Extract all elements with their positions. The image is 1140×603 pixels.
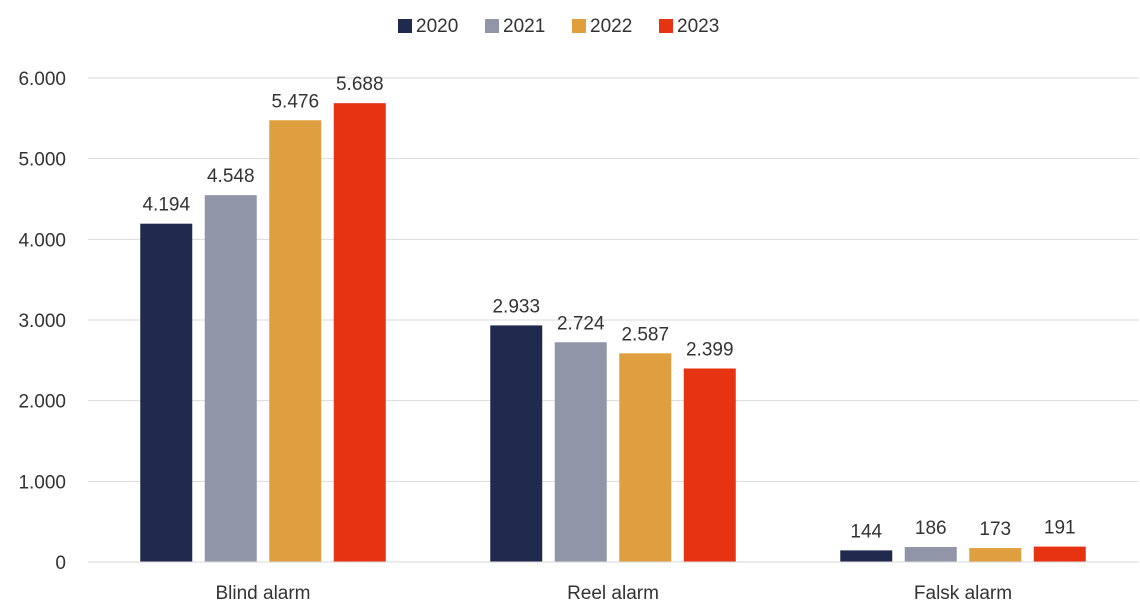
bar-2021-falsk-alarm xyxy=(904,546,957,562)
legend-label: 2023 xyxy=(677,16,719,37)
y-tick-label: 3.000 xyxy=(18,311,66,332)
data-label: 2.399 xyxy=(686,339,734,360)
bar-2020-reel-alarm xyxy=(490,325,543,562)
y-tick-label: 4.000 xyxy=(18,230,66,251)
data-label: 191 xyxy=(1044,518,1076,539)
data-label: 173 xyxy=(979,519,1011,540)
bar-2022-blind-alarm xyxy=(269,120,322,562)
data-label: 2.933 xyxy=(492,296,540,317)
data-label: 2.587 xyxy=(621,324,669,345)
bar-2022-reel-alarm xyxy=(619,353,672,562)
legend-label: 2021 xyxy=(503,16,545,37)
data-label: 5.688 xyxy=(336,74,384,95)
data-label: 186 xyxy=(915,518,947,539)
x-category-label: Blind alarm xyxy=(215,583,310,603)
data-label: 2.724 xyxy=(557,313,605,334)
data-label: 5.476 xyxy=(271,91,319,112)
x-category-label: Reel alarm xyxy=(567,583,659,603)
bar-2023-falsk-alarm xyxy=(1033,546,1086,562)
data-label: 144 xyxy=(850,521,882,542)
bar-2021-reel-alarm xyxy=(554,342,607,562)
bar-2020-falsk-alarm xyxy=(840,550,893,562)
data-label: 4.194 xyxy=(142,195,190,216)
bar-2023-blind-alarm xyxy=(333,103,386,562)
y-tick-label: 6.000 xyxy=(18,69,66,90)
data-label: 4.548 xyxy=(207,166,255,187)
bar-2023-reel-alarm xyxy=(683,368,736,562)
y-tick-label: 5.000 xyxy=(18,150,66,171)
x-category-label: Falsk alarm xyxy=(914,583,1012,603)
bar-2021-blind-alarm xyxy=(204,195,257,563)
y-tick-label: 0 xyxy=(55,553,66,574)
legend-label: 2020 xyxy=(416,16,458,37)
legend-swatch-2020 xyxy=(398,19,412,33)
bar-2022-falsk-alarm xyxy=(969,548,1022,562)
y-tick-label: 2.000 xyxy=(18,392,66,413)
y-tick-label: 1.000 xyxy=(18,472,66,493)
legend-label: 2022 xyxy=(590,16,632,37)
legend-swatch-2022 xyxy=(572,19,586,33)
legend-swatch-2023 xyxy=(659,19,673,33)
bar-2020-blind-alarm xyxy=(140,223,193,562)
legend-swatch-2021 xyxy=(485,19,499,33)
